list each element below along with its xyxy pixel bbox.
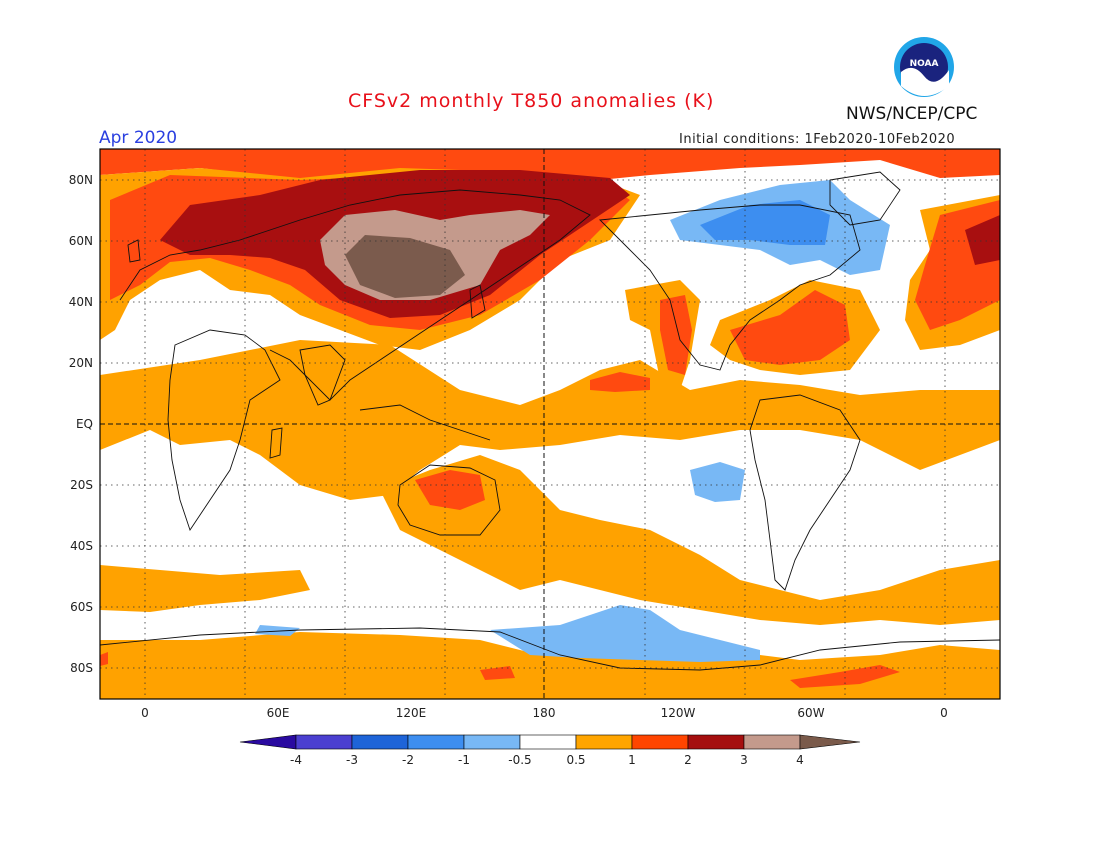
lon-label: 180 bbox=[533, 706, 556, 720]
colorbar-label: 2 bbox=[684, 753, 692, 767]
colorbar-swatch bbox=[631, 734, 689, 750]
colorbar bbox=[239, 734, 861, 750]
colorbar-swatch bbox=[575, 734, 633, 750]
colorbar-label: 4 bbox=[796, 753, 804, 767]
colorbar-label: -3 bbox=[346, 753, 358, 767]
colorbar-swatch bbox=[295, 734, 353, 750]
lat-label: 80S bbox=[70, 661, 93, 675]
colorbar-swatch bbox=[351, 734, 409, 750]
lon-label: 0 bbox=[141, 706, 149, 720]
colorbar-label: 3 bbox=[740, 753, 748, 767]
colorbar-swatch bbox=[407, 734, 465, 750]
lon-label: 120E bbox=[396, 706, 427, 720]
colorbar-label: 0.5 bbox=[566, 753, 585, 767]
colorbar-label: 1 bbox=[628, 753, 636, 767]
lat-label: 20S bbox=[70, 478, 93, 492]
lat-label: 60S bbox=[70, 600, 93, 614]
map-frame bbox=[99, 148, 1001, 700]
map-title: CFSv2 monthly T850 anomalies (K) bbox=[348, 90, 715, 112]
lat-labels: 80N 60N 40N 20N EQ 20S 40S 60S 80S bbox=[69, 173, 93, 675]
lon-label: 0 bbox=[940, 706, 948, 720]
equator-dateline bbox=[100, 149, 1000, 699]
colorbar-swatch bbox=[743, 734, 801, 750]
lat-label: 20N bbox=[69, 356, 93, 370]
colorbar-labels: -4 -3 -2 -1 -0.5 0.5 1 2 3 4 bbox=[290, 753, 804, 767]
coastlines bbox=[100, 171, 1000, 671]
colorbar-label: -0.5 bbox=[508, 753, 531, 767]
colorbar-high-arrow bbox=[799, 734, 861, 750]
organization-label: NWS/NCEP/CPC bbox=[846, 104, 978, 124]
lon-label: 60E bbox=[267, 706, 290, 720]
colorbar-swatch bbox=[519, 734, 577, 750]
lon-label: 120W bbox=[661, 706, 696, 720]
noaa-logo-text: NOAA bbox=[910, 59, 939, 69]
initial-conditions: Initial conditions: 1Feb2020-10Feb2020 bbox=[679, 132, 956, 147]
forecast-month: Apr 2020 bbox=[99, 128, 178, 148]
lat-label: 80N bbox=[69, 173, 93, 187]
colorbar-label: -2 bbox=[402, 753, 414, 767]
lon-label: 60W bbox=[797, 706, 824, 720]
colorbar-label: -1 bbox=[458, 753, 470, 767]
lat-label: 40S bbox=[70, 539, 93, 553]
colorbar-low-arrow bbox=[239, 734, 297, 750]
lat-label: EQ bbox=[76, 417, 93, 431]
colorbar-label: -4 bbox=[290, 753, 302, 767]
colorbar-swatch bbox=[687, 734, 745, 750]
lat-label: 60N bbox=[69, 234, 93, 248]
lon-labels: 0 60E 120E 180 120W 60W 0 bbox=[141, 706, 948, 720]
lat-label: 40N bbox=[69, 295, 93, 309]
noaa-logo: NOAA bbox=[894, 37, 954, 97]
colorbar-swatch bbox=[463, 734, 521, 750]
